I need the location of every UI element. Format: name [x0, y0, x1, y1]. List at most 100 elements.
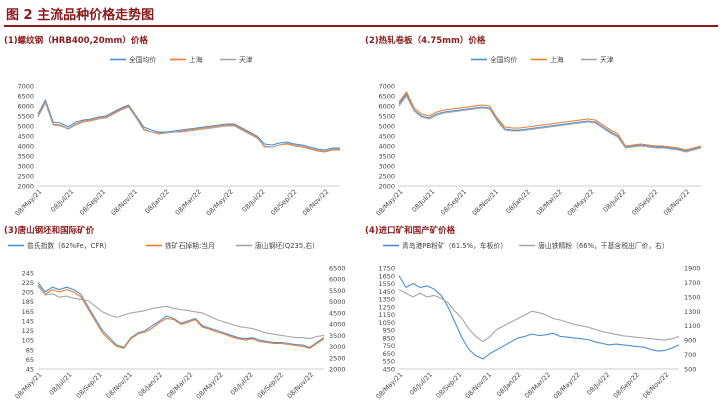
- series-line: [37, 101, 340, 153]
- series-line: [398, 91, 702, 151]
- x-tick-label: 08/May/21: [374, 371, 404, 401]
- y-tick-label: 2500: [17, 173, 34, 181]
- y-tick-label: 450: [383, 366, 395, 374]
- panel-title: (2)热轧卷板（4.75mm）价格: [365, 36, 486, 46]
- x-tick-label: 08/May/22: [195, 371, 225, 401]
- chart-panel-billet-ore: (3)唐山钢坯和国际矿价 45 65 85 105 125 145 165 185 205 225…: [0, 224, 361, 414]
- x-tick-label: 08/Jul/22: [229, 371, 255, 397]
- hot-rolled-price-chart: 2000 2500 3000 3500 4000 4500 5000 5500 6000 6500…: [374, 55, 702, 218]
- y-tick-label: 205: [22, 289, 34, 297]
- y2-tick-label: 4000: [329, 321, 346, 329]
- series-line: [37, 282, 325, 348]
- y-tick-label: 850: [383, 334, 395, 342]
- y-tick-label: 7000: [17, 83, 34, 91]
- x-tick-label: 08/May/22: [205, 188, 235, 218]
- x-tick-label: 08/Mar/22: [535, 188, 564, 217]
- y2-tick-label: 5000: [329, 298, 346, 306]
- y-tick-label: 6000: [17, 103, 34, 111]
- x-tick-label: 08/Sep/21: [75, 371, 104, 400]
- y2-tick-label: 2500: [329, 354, 346, 362]
- legend-label: 上海: [550, 55, 564, 64]
- y-tick-label: 45: [26, 366, 34, 374]
- y-tick-label: 5000: [17, 123, 34, 131]
- y-tick-label: 105: [22, 337, 34, 345]
- x-tick-label: 08/May/22: [566, 188, 596, 218]
- y-tick-label: 1150: [378, 311, 395, 319]
- y2-tick-label: 2000: [329, 366, 346, 374]
- x-tick-label: 08/Jan/22: [504, 188, 532, 216]
- x-tick-label: 08/Sep/21: [78, 188, 107, 217]
- x-tick-label: 08/Mar/22: [174, 188, 203, 217]
- figure-title: 图 2 主流品种价格走势图: [6, 8, 155, 23]
- y-tick-label: 4500: [17, 133, 34, 141]
- x-tick-label: 08/Jul/21: [410, 188, 436, 214]
- series-line: [37, 284, 325, 349]
- legend-label: 天津: [239, 56, 253, 64]
- series-line: [398, 95, 702, 153]
- y-tick-label: 1750: [378, 265, 395, 273]
- y-tick-label: 1050: [378, 319, 395, 327]
- billet-ore-chart: 4565851051251451651852052252452000250030…: [8, 241, 346, 401]
- x-tick-label: 08/Sep/21: [434, 371, 463, 400]
- panel-title: (3)唐山钢坯和国际矿价: [4, 226, 95, 236]
- y2-tick-label: 5500: [329, 287, 346, 295]
- legend-label: 唐山钢坯(Q235,右): [255, 241, 315, 250]
- y-tick-label: 6500: [17, 93, 34, 101]
- y2-tick-label: 6000: [329, 276, 346, 284]
- rebar-price-chart: 2000 2500 3000 3500 4000 4500 5000 5500 6000 6500…: [13, 55, 340, 218]
- x-tick-label: 08/May/21: [374, 188, 404, 218]
- x-tick-label: 08/Sep/21: [439, 188, 468, 217]
- y2-tick-label: 900: [684, 337, 696, 345]
- y-tick-label: 5500: [378, 113, 395, 121]
- x-tick-label: 08/Nov/21: [110, 188, 139, 217]
- y2-tick-label: 3500: [329, 332, 346, 340]
- y-tick-label: 6500: [378, 93, 395, 101]
- x-tick-label: 08/Jan/22: [495, 371, 523, 399]
- y-tick-label: 2500: [378, 173, 395, 181]
- chart-panel-hot-rolled: (2)热轧卷板（4.75mm）价格 2000 2500 3000 3500 4000 45…: [361, 34, 722, 224]
- y-tick-label: 3000: [17, 163, 34, 171]
- y2-tick-label: 3000: [329, 343, 346, 351]
- x-tick-label: 08/Sep/22: [256, 371, 285, 400]
- legend-label: 全国均价: [490, 55, 517, 64]
- y-tick-label: 125: [22, 327, 34, 335]
- y-tick-label: 1550: [378, 280, 395, 288]
- x-tick-label: 08/Jul/22: [602, 188, 628, 214]
- y-tick-label: 3500: [17, 153, 34, 161]
- x-tick-label: 08/Nov/21: [464, 371, 493, 400]
- title-rule: [4, 25, 718, 27]
- y-tick-label: 2000: [17, 183, 34, 191]
- legend-label: 普氏指数（62%Fe，CFR）: [27, 241, 111, 250]
- x-tick-label: 08/Nov/22: [286, 371, 315, 400]
- y-tick-label: 4000: [17, 143, 34, 151]
- x-tick-label: 08/Jul/21: [49, 188, 75, 214]
- y2-tick-label: 500: [684, 366, 696, 374]
- y-tick-label: 185: [22, 298, 34, 306]
- y-tick-label: 650: [383, 350, 395, 358]
- chart-panel-rebar: (1)螺纹钢（HRB400,20mm）价格 2000 2500 3000 3500 40…: [0, 34, 361, 224]
- y-tick-label: 550: [383, 358, 395, 366]
- x-tick-label: 08/Nov/22: [301, 188, 330, 217]
- legend-label: 唐山铁精粉（66%，干基含税出厂价，右）: [538, 241, 669, 250]
- legend-label: 天津: [600, 56, 614, 64]
- legend-label: 青岛港PB粉矿（61.5%，车板价）: [402, 241, 507, 250]
- y2-tick-label: 1500: [684, 293, 701, 301]
- y2-tick-label: 700: [684, 351, 696, 359]
- y-tick-label: 7000: [378, 83, 395, 91]
- y-tick-label: 750: [383, 342, 395, 350]
- series-line: [398, 93, 702, 152]
- panel-title: (4)进口矿和国产矿价格: [365, 226, 456, 236]
- legend-label: 铁矿石掉期:当月: [165, 241, 215, 250]
- x-tick-label: 08/Jan/22: [137, 371, 165, 399]
- x-tick-label: 08/Jul/21: [48, 371, 74, 397]
- panel-title: (1)螺纹钢（HRB400,20mm）价格: [4, 36, 148, 46]
- y-tick-label: 5500: [17, 113, 34, 121]
- y-tick-label: 145: [22, 317, 34, 325]
- y-tick-label: 1450: [378, 288, 395, 296]
- chart-panel-ore: (4)进口矿和国产矿价格 450 550 650 750 850 950 1050 1150 1…: [361, 224, 722, 414]
- x-tick-label: 08/Nov/21: [105, 371, 134, 400]
- y-tick-label: 1250: [378, 303, 395, 311]
- y-tick-label: 85: [26, 346, 34, 354]
- x-tick-label: 08/May/22: [552, 371, 582, 401]
- x-tick-label: 08/Jul/21: [408, 371, 434, 397]
